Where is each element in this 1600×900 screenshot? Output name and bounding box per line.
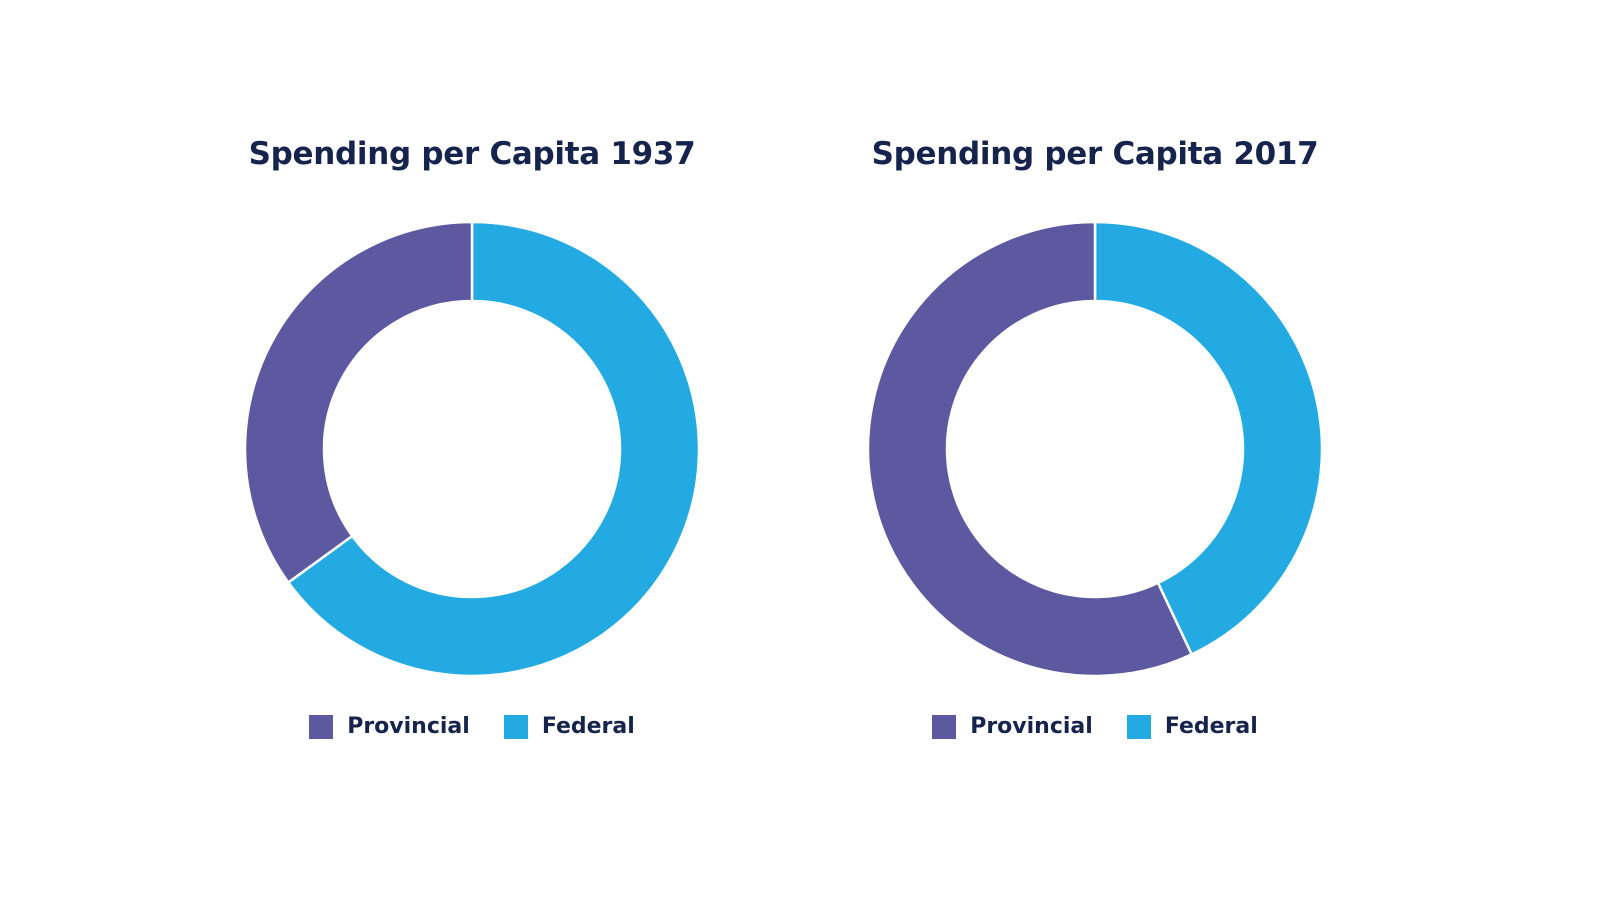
- legend: Provincial Federal: [152, 714, 792, 739]
- slice-provincial: [243, 220, 474, 585]
- donut-chart-2017: [866, 220, 1324, 678]
- federal-swatch-icon: [503, 714, 528, 739]
- legend-label: Provincial: [970, 714, 1093, 739]
- slice-federal: [286, 220, 701, 678]
- legend-item-federal: Federal: [1126, 714, 1258, 739]
- legend: Provincial Federal: [775, 714, 1415, 739]
- legend-label: Federal: [541, 714, 635, 739]
- chart-2017: Spending per Capita 2017 Provincial Fede…: [775, 0, 1415, 900]
- chart-title: Spending per Capita 2017: [871, 136, 1319, 172]
- slice-federal: [1093, 220, 1324, 657]
- legend-label: Federal: [1164, 714, 1258, 739]
- provincial-swatch-icon: [932, 714, 957, 739]
- federal-swatch-icon: [1126, 714, 1151, 739]
- legend-item-federal: Federal: [503, 714, 635, 739]
- chart-title: Spending per Capita 1937: [248, 136, 696, 172]
- legend-item-provincial: Provincial: [932, 714, 1093, 739]
- legend-item-provincial: Provincial: [309, 714, 470, 739]
- legend-label: Provincial: [347, 714, 470, 739]
- provincial-swatch-icon: [309, 714, 334, 739]
- donut-chart-1937: [243, 220, 701, 678]
- slice-provincial: [866, 220, 1194, 678]
- chart-1937: Spending per Capita 1937 Provincial Fede…: [152, 0, 792, 900]
